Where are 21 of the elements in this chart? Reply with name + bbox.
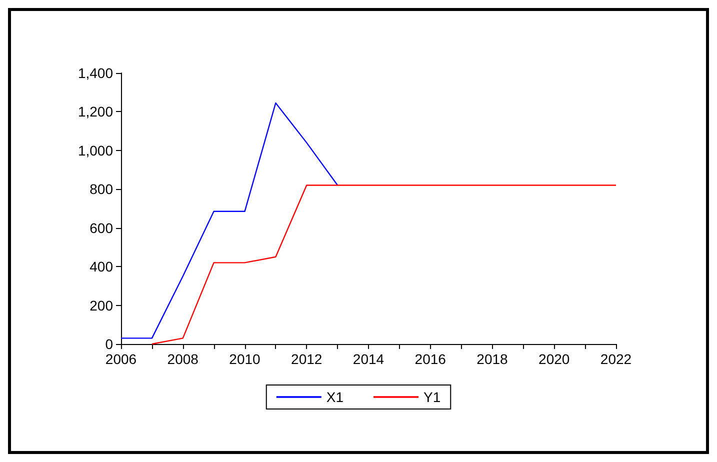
legend-label: Y1	[424, 389, 441, 405]
legend-label: X1	[326, 389, 344, 405]
x-tick-label: 2018	[476, 351, 508, 367]
x-tick-label: 2012	[291, 351, 322, 367]
line-series	[151, 184, 617, 345]
x-tick-label: 2016	[414, 351, 446, 367]
line-series	[120, 102, 338, 339]
y-tick-label: 400	[90, 258, 114, 275]
y-tick-label: 0	[105, 336, 114, 352]
x-tick-label: 2008	[167, 351, 199, 367]
y-tick-label: 800	[90, 181, 114, 198]
y-tick-label: 200	[90, 297, 114, 314]
x-tick-label: 2020	[538, 351, 570, 367]
y-tick-label: 1,200	[78, 104, 114, 120]
y-tick-label: 1,000	[78, 142, 114, 158]
y-tick-label: 1,400	[78, 65, 114, 81]
x-tick-label: 2010	[229, 351, 261, 367]
y-tick-label: 600	[90, 220, 114, 236]
x-tick-label: 2014	[352, 351, 384, 367]
x-tick-label: 2022	[600, 351, 632, 367]
x-tick-label: 2006	[105, 351, 137, 367]
